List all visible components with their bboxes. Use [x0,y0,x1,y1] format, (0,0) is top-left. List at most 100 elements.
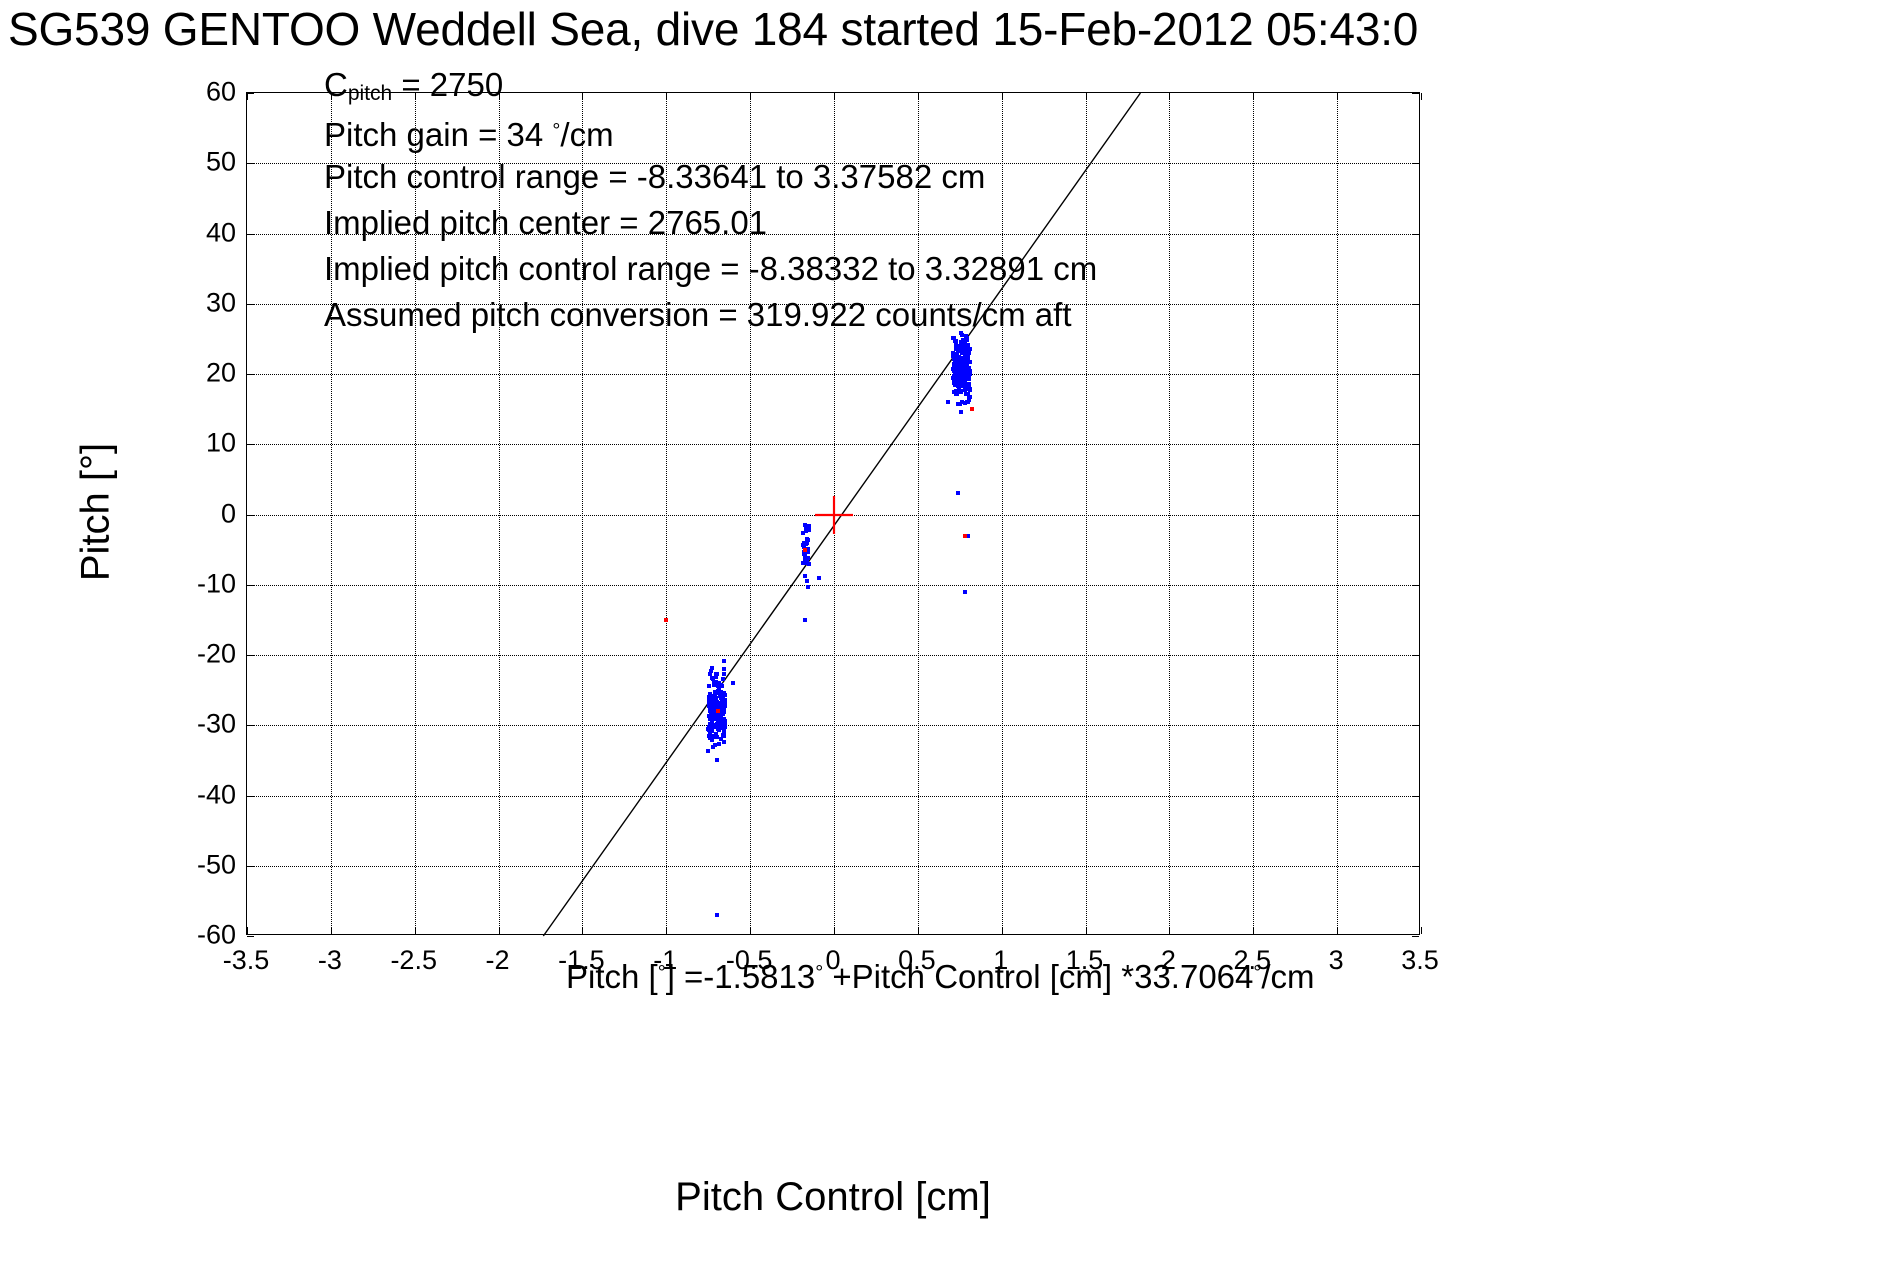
y-tick-mark [247,303,254,305]
data-point-blue [803,573,808,578]
eq-part-c: +Pitch Control [cm] *33.7064 [823,958,1254,995]
y-tick-mark [247,584,254,586]
data-point-blue [963,346,968,350]
data-point-blue [706,701,711,706]
gridline-vertical [330,93,332,934]
data-point-blue [951,376,956,381]
gridline-vertical [1337,93,1339,934]
y-tick-mark [247,795,254,797]
data-point-blue [959,340,964,345]
y-tick-mark [247,374,254,375]
x-tick-mark [414,927,416,934]
data-point-blue [960,332,965,337]
y-tick-label: 30 [205,287,236,318]
data-point-blue [966,382,971,387]
y-tick-label: -60 [196,919,236,950]
y-tick-mark [247,514,254,516]
data-point-blue [712,706,717,711]
data-point-blue [956,362,961,367]
data-point-blue [802,549,807,554]
x-tick-label: -2.5 [390,945,437,975]
x-tick-mark [247,927,248,934]
data-point-blue [714,683,719,688]
page-title: SG539 GENTOO Weddell Sea, dive 184 start… [8,3,1419,55]
data-point-blue [967,397,972,402]
data-point-blue [713,742,718,747]
data-point-blue [709,668,714,673]
data-point-blue [712,703,717,708]
x-tick-mark [1337,93,1339,100]
degree-icon: ° [657,962,666,984]
y-tick-label: 10 [205,427,236,458]
data-point-blue [952,383,957,388]
y-tick-label: 0 [220,498,236,528]
data-point-blue [967,387,972,392]
data-point-blue [806,561,811,566]
y-tick-label: -40 [196,779,236,809]
data-point-blue [707,683,712,688]
data-point-blue [958,402,963,407]
data-point-blue [960,382,965,387]
data-point-blue [710,677,715,682]
data-point-blue [959,389,964,394]
data-point-blue [712,689,717,694]
data-point-blue [711,734,716,739]
data-point-blue [802,541,807,546]
x-tick-label: -0.5 [725,945,773,975]
x-tick-mark [834,93,835,100]
y-tick-label: -30 [196,708,236,739]
data-point-blue [707,717,712,722]
gridline-horizontal [247,163,1419,165]
data-point-blue [706,724,711,729]
x-tick-mark [498,927,500,934]
data-point-blue [715,721,720,726]
gridline-vertical [582,93,584,934]
gridline-vertical [414,93,416,934]
data-point-blue [803,528,808,533]
x-tick-mark [1421,927,1422,934]
data-point-blue [707,727,712,732]
x-tick-label: 2.5 [1233,945,1272,975]
data-point-blue [959,409,964,414]
data-point-blue [959,348,964,353]
x-tick-mark [1337,927,1339,934]
data-point-blue [951,335,956,340]
data-point-blue [711,694,716,699]
gridline-horizontal [247,233,1419,235]
data-point-blue [956,380,961,385]
y-tick-mark [1412,936,1419,937]
data-point-blue [956,388,961,393]
x-tick-label: 1.5 [1065,945,1104,975]
data-point-blue [712,712,717,717]
gridline-vertical [1169,93,1171,934]
gridline-vertical [750,93,752,934]
data-point-blue [816,575,821,580]
degree-icon: ° [815,962,824,984]
data-point-blue [718,704,723,709]
y-tick-mark [1412,233,1419,235]
y-axis-label-text: Pitch [°] [73,442,118,582]
data-point-blue [710,703,715,708]
x-tick-mark [1085,93,1087,100]
data-point-blue [722,725,727,730]
data-point-blue [714,671,719,676]
data-point-red [716,709,721,714]
y-tick-mark [1412,584,1419,586]
data-point-blue [707,714,712,719]
data-point-blue [721,729,726,734]
data-point-blue [962,351,967,356]
data-point-blue [965,342,970,347]
y-tick-mark [1412,374,1419,375]
data-point-blue [720,676,725,681]
data-point-blue [722,659,727,664]
x-tick-mark [247,93,248,100]
gridline-vertical [666,93,668,934]
y-tick-label: 40 [205,217,236,247]
data-point-blue [718,713,723,718]
data-point-blue [719,689,724,694]
y-tick-mark [1412,795,1419,797]
annotation-block: Cpitch = 2750 Pitch gain = 34 °/cm Pitch… [324,62,1097,338]
pitch-gain-text: Pitch gain = 34 [324,116,553,153]
x-tick-mark [917,927,919,934]
data-point-blue [707,691,712,696]
